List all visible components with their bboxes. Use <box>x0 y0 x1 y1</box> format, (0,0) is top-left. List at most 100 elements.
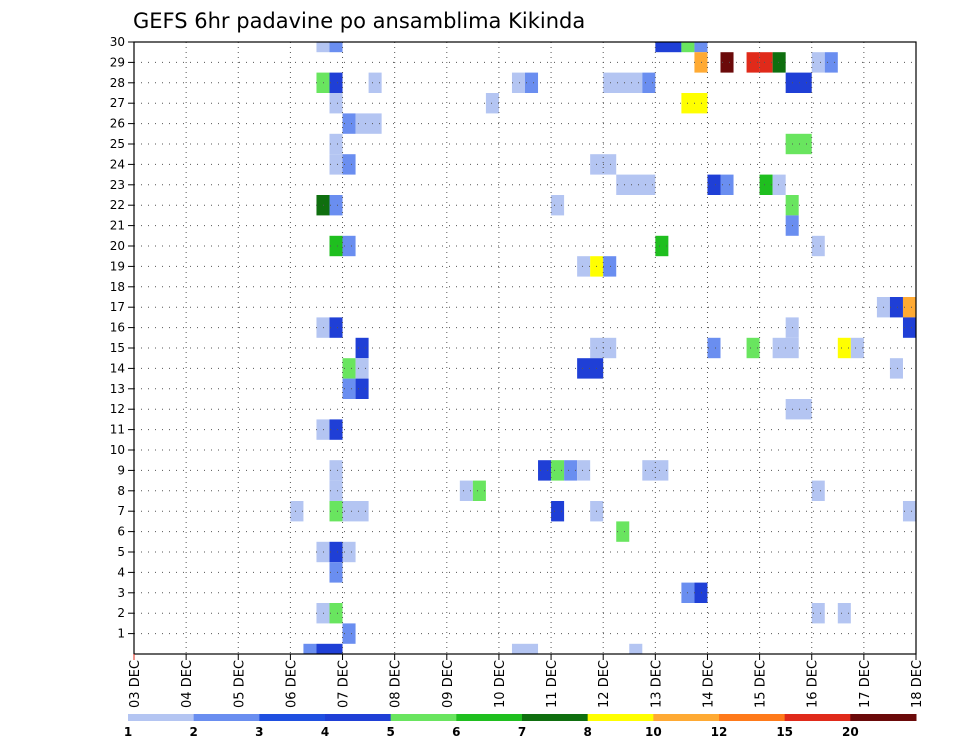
grid-lines <box>134 42 916 654</box>
heatmap-cell <box>342 541 356 563</box>
legend-swatch <box>128 714 195 721</box>
heatmap-cell <box>290 501 304 522</box>
heatmap-cell <box>902 501 916 522</box>
legend-label: 20 <box>842 725 859 739</box>
heatmap-cell <box>316 419 330 440</box>
heatmap-cell <box>824 52 838 73</box>
heatmap-cell <box>772 174 786 195</box>
heatmap-cell <box>538 460 552 481</box>
legend-label: 8 <box>583 725 591 739</box>
y-tick-label: 3 <box>117 586 125 600</box>
heatmap-cell <box>759 174 773 195</box>
heatmap-cell <box>303 643 317 654</box>
heatmap-cell <box>603 72 643 93</box>
y-tick-label: 14 <box>110 361 125 375</box>
x-tick-label: 15 DEC <box>754 660 769 708</box>
x-tick-label: 10 DEC <box>493 660 508 708</box>
heatmap-cell <box>811 235 825 257</box>
x-tick-label: 05 DEC <box>232 660 247 708</box>
x-tick-label: 14 DEC <box>701 660 716 708</box>
x-tick-label: 07 DEC <box>337 660 352 708</box>
heatmap-cell <box>837 603 851 624</box>
legend-swatch <box>325 714 392 721</box>
heatmap-cell <box>577 358 604 379</box>
y-tick-label: 23 <box>110 178 125 192</box>
heatmap-cell <box>342 154 356 175</box>
heatmap-cell <box>511 643 539 654</box>
heatmap-cell <box>642 72 656 93</box>
y-tick-label: 22 <box>110 198 125 212</box>
heatmap-cell <box>329 603 343 624</box>
y-tick-label: 11 <box>110 423 125 437</box>
heatmap-cell <box>316 195 330 216</box>
heatmap-cell <box>329 562 343 583</box>
y-tick-label: 1 <box>117 627 125 641</box>
legend-label: 10 <box>645 725 662 739</box>
heatmap-cell <box>551 195 565 216</box>
heatmap-cell <box>850 337 864 359</box>
heatmap-cell <box>785 399 812 420</box>
heatmap-cell <box>902 317 916 338</box>
y-tick-label: 24 <box>110 157 125 171</box>
heatmap-cell <box>772 52 786 73</box>
heatmap-cell <box>785 72 812 93</box>
legend-label: 4 <box>321 725 329 739</box>
heatmap-cell <box>902 297 916 318</box>
heatmap-cell <box>329 42 343 53</box>
legend-swatch <box>653 714 720 721</box>
heatmap-cell <box>355 113 382 134</box>
x-tick-label: 16 DEC <box>806 660 821 708</box>
heatmap-cell <box>355 378 369 399</box>
x-tick-label: 13 DEC <box>649 660 664 708</box>
x-tick-label: 03 DEC <box>128 660 143 708</box>
y-tick-label: 12 <box>110 402 125 416</box>
y-tick-label: 17 <box>110 300 125 314</box>
heatmap-cell <box>525 72 539 93</box>
legend-swatch <box>456 714 523 721</box>
heatmap-cells <box>290 42 916 654</box>
heatmap-cell <box>694 42 708 53</box>
heatmap-cell <box>681 42 695 53</box>
heatmap-cell <box>603 256 617 277</box>
heatmap-cell <box>616 521 630 542</box>
heatmap-cell <box>759 52 773 73</box>
heatmap-cell <box>316 643 343 654</box>
legend-swatch <box>522 714 589 721</box>
legend-swatch <box>587 714 654 721</box>
legend-swatch <box>259 714 326 721</box>
x-tick-label: 04 DEC <box>180 660 195 708</box>
heatmap-cell <box>616 174 656 195</box>
x-axis-ticks: 03 DEC 04 DEC 05 DEC 06 DEC 07 DEC 08 DEC 09 D… <box>128 654 925 708</box>
heatmap-cell <box>329 235 343 257</box>
y-tick-label: 20 <box>110 239 125 253</box>
heatmap-cell <box>629 643 643 654</box>
heatmap-cell <box>329 541 343 563</box>
legend-label: 12 <box>711 725 728 739</box>
heatmap-cell <box>355 358 369 379</box>
legend-swatch <box>390 714 457 721</box>
heatmap-cell <box>889 358 903 379</box>
heatmap-cell <box>342 378 356 399</box>
heatmap-cell <box>342 501 369 522</box>
legend-label: 5 <box>386 725 394 739</box>
legend-label: 3 <box>255 725 263 739</box>
y-tick-label: 8 <box>117 484 125 498</box>
heatmap-cell <box>316 541 330 563</box>
heatmap-cell <box>811 603 825 624</box>
y-tick-label: 16 <box>110 321 125 335</box>
heatmap-cell <box>355 337 369 359</box>
heatmap-cell <box>655 235 669 257</box>
heatmap-cell <box>368 72 382 93</box>
heatmap-cell <box>329 93 343 114</box>
heatmap-cell <box>316 317 330 338</box>
y-tick-label: 13 <box>110 382 125 396</box>
x-tick-label: 08 DEC <box>389 660 404 708</box>
heatmap-cell <box>564 460 578 481</box>
heatmap-cell <box>329 419 343 440</box>
heatmap-cell <box>485 93 499 114</box>
heatmap-cell <box>707 337 721 359</box>
heatmap-cell <box>811 480 825 501</box>
heatmap-cell <box>655 42 682 53</box>
y-tick-label: 5 <box>117 545 125 559</box>
x-tick-label: 09 DEC <box>441 660 456 708</box>
